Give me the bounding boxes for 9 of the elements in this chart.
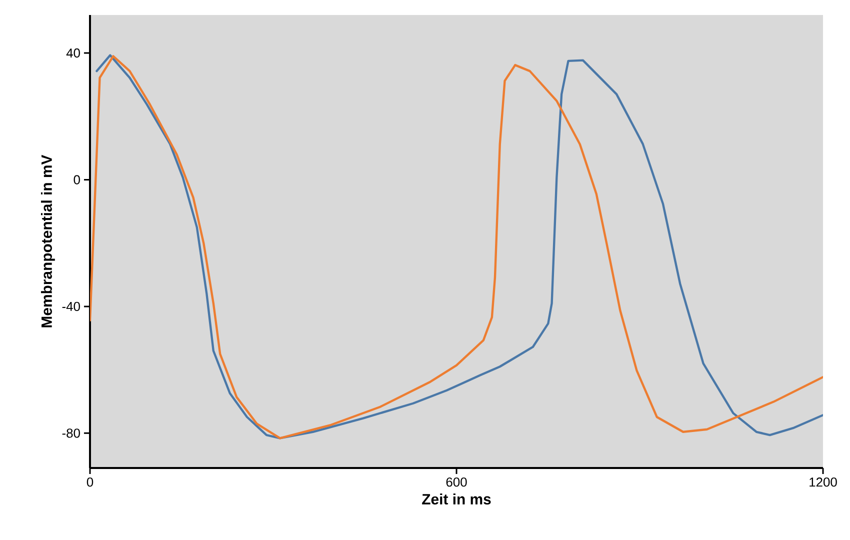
y-tick-label: -80	[62, 428, 80, 438]
y-tick-label: -40	[62, 302, 80, 312]
x-tick-label: 1200	[810, 478, 837, 487]
x-tick-label: 0	[86, 478, 94, 487]
x-axis-title: Zeit in ms	[422, 494, 491, 504]
y-tick-label: 40	[66, 48, 80, 58]
x-tick-label: 600	[446, 478, 467, 487]
y-tick-label: 0	[74, 175, 80, 184]
y-axis-title: Membranpotential in mV	[40, 154, 55, 328]
